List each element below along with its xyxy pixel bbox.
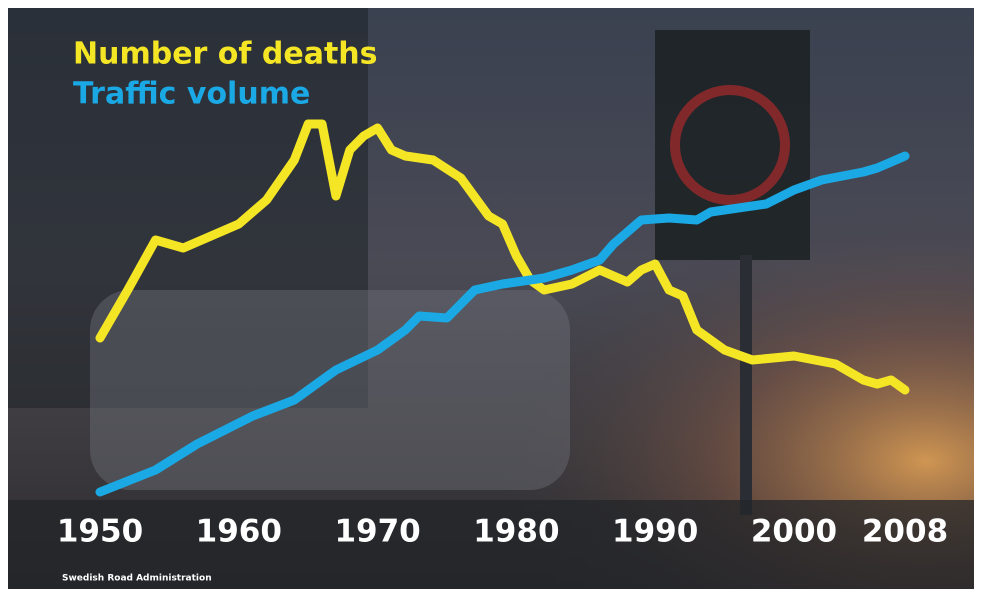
x-tick-label: 1980 [473, 514, 559, 550]
series-line [95, 119, 910, 395]
legend-entry: Number of deaths [73, 37, 378, 72]
source: Swedish Road Administration [62, 574, 212, 584]
x-tick-label: 1970 [334, 514, 420, 550]
x-tick-label: 2008 [862, 514, 948, 550]
series-line [95, 151, 910, 497]
plot-area: 1950 1960 1970 1980 1990 2000 2008 Number of de… [57, 37, 948, 550]
x-tick-label: 1960 [196, 514, 282, 550]
x-tick-label: 1990 [612, 514, 698, 550]
x-tick-label: 2000 [751, 514, 837, 550]
x-tick-label: 1950 [57, 514, 143, 550]
legend-entry: Traffic volume [73, 77, 310, 112]
